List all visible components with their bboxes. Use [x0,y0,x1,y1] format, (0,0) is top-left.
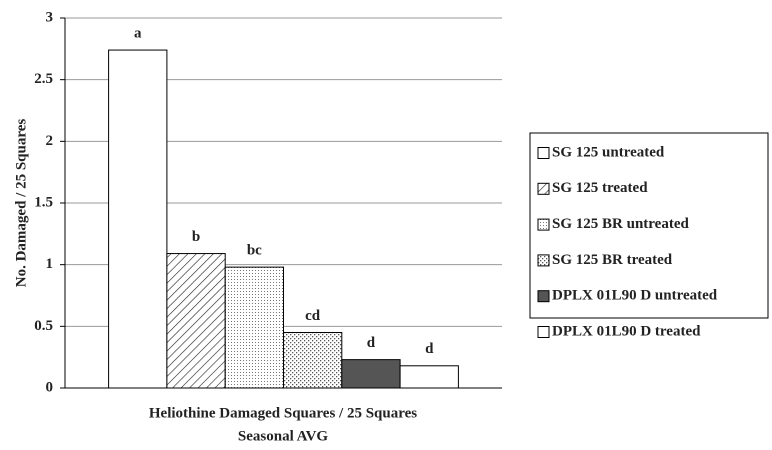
legend-label: SG 125 untreated [552,144,665,160]
bar-annotation: a [134,26,142,42]
bar-annotation: cd [305,308,321,324]
y-axis-label: No. Damaged / 25 Squares [13,119,29,288]
legend-swatch [537,290,550,303]
y-tick-label: 2 [46,133,54,149]
legend-label: SG 125 BR treated [552,252,673,268]
bar [283,332,343,389]
legend-label: SG 125 treated [552,180,648,196]
x-axis-label: Seasonal AVG [238,428,329,444]
legend-swatch [537,326,550,338]
legend-label: DPLX 01L90 D treated [552,323,701,339]
y-tick-label: 1.5 [34,194,53,210]
y-tick-label: 3 [46,9,54,25]
bar-annotation: d [367,335,376,351]
x-tick-label: Heliothine Damaged Squares / 25 Squares [149,405,417,421]
y-tick-label: 0 [46,379,54,395]
bar-annotation: d [425,341,434,357]
bar [224,266,284,389]
legend-swatch [537,218,550,231]
bar [108,49,168,389]
bar [166,253,226,389]
legend-label: SG 125 BR untreated [552,216,689,232]
y-tick-label: 0.5 [34,318,53,334]
bar-annotation: b [192,229,200,245]
bar-annotation: bc [247,243,262,259]
legend-box [529,132,769,319]
legend-swatch [537,182,550,195]
y-tick-label: 1 [46,256,54,272]
bar [399,365,459,389]
y-tick-label: 2.5 [34,71,53,87]
legend-swatch [537,254,550,267]
bar [341,359,401,389]
legend-label: DPLX 01L90 D untreated [552,288,718,304]
legend-swatch [537,147,550,159]
